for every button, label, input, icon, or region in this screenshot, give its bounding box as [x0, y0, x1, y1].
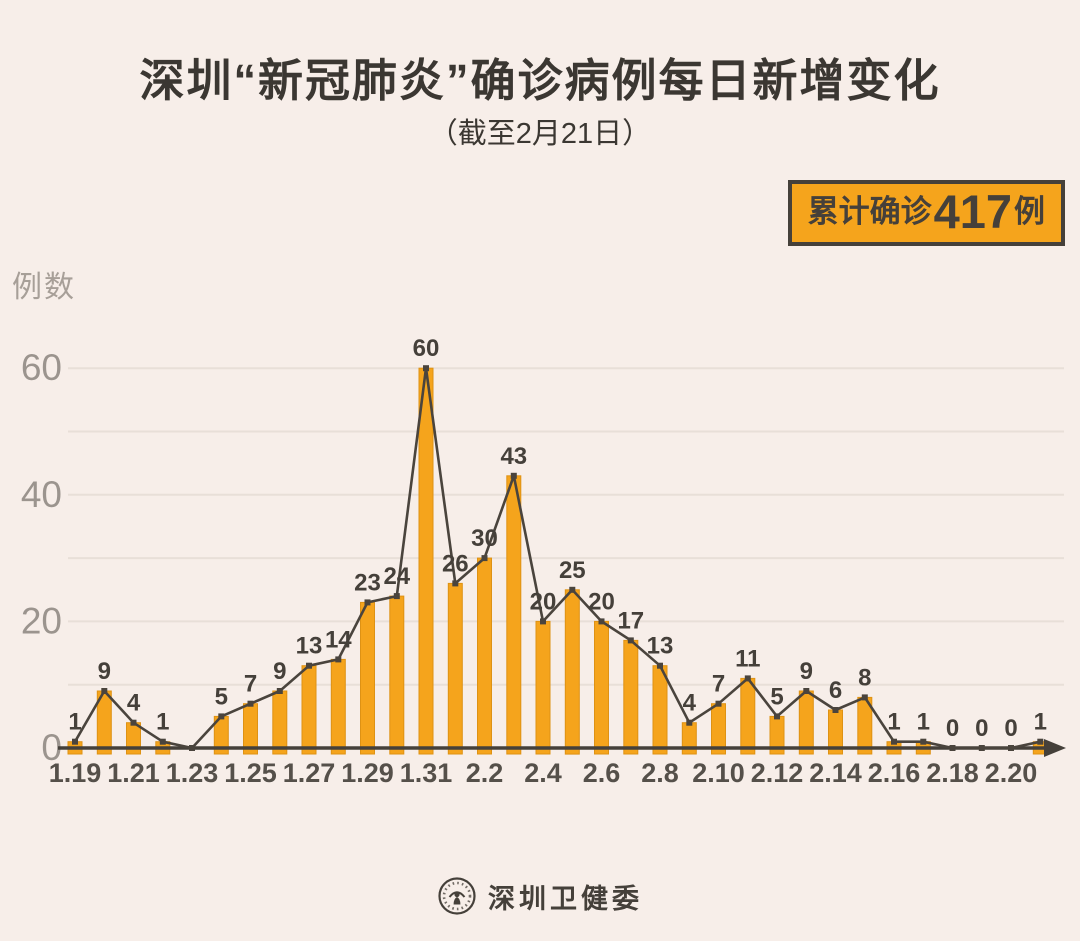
- svg-text:14: 14: [325, 626, 352, 653]
- svg-text:1.27: 1.27: [283, 758, 336, 788]
- svg-text:24: 24: [383, 563, 410, 590]
- svg-text:20: 20: [530, 588, 557, 615]
- svg-text:0: 0: [41, 727, 62, 768]
- badge-prefix-label: 累计确诊: [807, 193, 932, 229]
- chart-subtitle: （截至2月21日）: [428, 118, 652, 150]
- svg-text:2.18: 2.18: [926, 758, 979, 788]
- svg-text:0: 0: [975, 715, 988, 742]
- shenzhen-health-commission-seal-icon: [438, 877, 476, 915]
- svg-text:1.23: 1.23: [166, 758, 219, 788]
- svg-text:5: 5: [215, 683, 228, 710]
- svg-text:1: 1: [1034, 709, 1047, 736]
- svg-text:1.19: 1.19: [49, 758, 102, 788]
- svg-text:25: 25: [559, 557, 586, 584]
- y-axis-unit-label: 例数: [12, 271, 76, 304]
- badge-total-number: 417: [933, 185, 1012, 238]
- svg-text:1: 1: [887, 709, 900, 736]
- svg-text:1.31: 1.31: [400, 758, 453, 788]
- svg-text:17: 17: [617, 607, 644, 634]
- svg-text:26: 26: [442, 550, 469, 577]
- cumulative-total-badge: 累计确诊 417 例: [787, 180, 1065, 246]
- svg-text:13: 13: [296, 633, 323, 660]
- badge-suffix-label: 例: [1014, 193, 1045, 229]
- chart-title: 深圳“新冠肺炎”确诊病例每日新增变化: [139, 55, 941, 106]
- svg-text:40: 40: [21, 474, 62, 515]
- svg-text:20: 20: [21, 600, 62, 641]
- svg-text:9: 9: [273, 658, 286, 685]
- svg-text:60: 60: [413, 335, 440, 362]
- svg-text:2.14: 2.14: [809, 758, 862, 788]
- svg-text:30: 30: [471, 525, 498, 552]
- svg-text:2.16: 2.16: [868, 758, 921, 788]
- svg-text:7: 7: [712, 671, 725, 698]
- svg-text:2.12: 2.12: [751, 758, 804, 788]
- svg-text:1: 1: [156, 709, 169, 736]
- svg-text:4: 4: [127, 690, 141, 717]
- svg-text:9: 9: [800, 658, 813, 685]
- daily-new-cases-chart: 0 20 40 60 1 9 4 1 5 7 9 13 14 23 24 60 26 30 43 20 25 20 17 13…: [21, 335, 1066, 788]
- footer-org-name: 深圳卫健委: [488, 883, 643, 914]
- svg-text:2.10: 2.10: [692, 758, 745, 788]
- svg-text:1: 1: [917, 709, 930, 736]
- footer: 深圳卫健委: [0, 876, 1080, 916]
- svg-text:2.4: 2.4: [524, 758, 562, 788]
- svg-text:0: 0: [1004, 715, 1017, 742]
- svg-text:9: 9: [98, 658, 111, 685]
- svg-text:23: 23: [354, 569, 381, 596]
- svg-text:1: 1: [68, 709, 81, 736]
- svg-text:20: 20: [588, 588, 615, 615]
- svg-text:8: 8: [858, 664, 871, 691]
- svg-text:11: 11: [735, 645, 760, 672]
- svg-text:2.6: 2.6: [583, 758, 621, 788]
- svg-text:13: 13: [647, 633, 674, 660]
- svg-text:2.20: 2.20: [985, 758, 1038, 788]
- svg-text:2.2: 2.2: [466, 758, 504, 788]
- svg-text:6: 6: [829, 677, 842, 704]
- svg-text:1.25: 1.25: [224, 758, 277, 788]
- svg-text:2.8: 2.8: [641, 758, 679, 788]
- svg-text:0: 0: [946, 715, 959, 742]
- svg-text:1.29: 1.29: [341, 758, 394, 788]
- svg-text:4: 4: [683, 690, 697, 717]
- svg-text:5: 5: [770, 683, 783, 710]
- svg-text:7: 7: [244, 671, 257, 698]
- svg-text:43: 43: [500, 443, 527, 470]
- svg-text:60: 60: [21, 347, 62, 388]
- svg-text:1.21: 1.21: [107, 758, 160, 788]
